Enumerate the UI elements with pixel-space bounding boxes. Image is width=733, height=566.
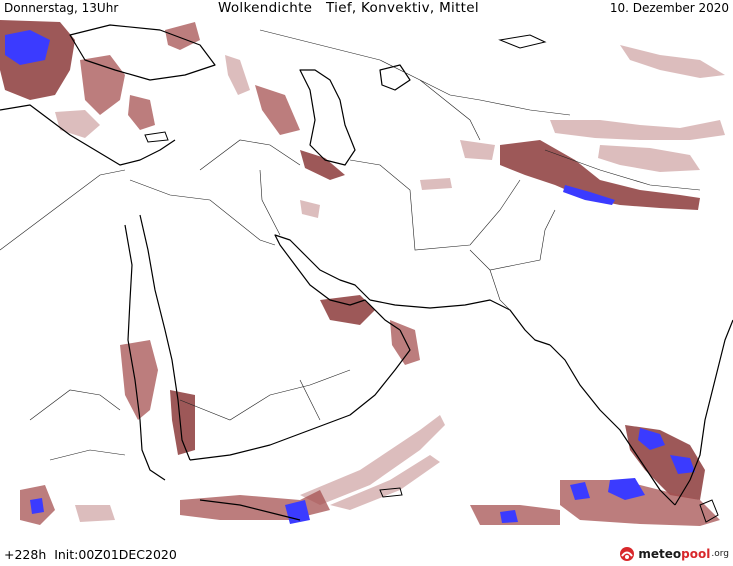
country-borders xyxy=(0,29,701,461)
logo-text-prefix: meteo xyxy=(638,547,682,561)
meteopool-logo[interactable]: meteopool .org xyxy=(619,544,729,564)
map-title: Wolkendichte Tief, Konvektiv, Mittel xyxy=(218,0,479,16)
forecast-date-label: 10. Dezember 2020 xyxy=(609,1,729,15)
logo-tld: .org xyxy=(711,549,729,559)
weather-map xyxy=(0,18,733,526)
cloud-density-layer xyxy=(0,20,725,526)
logo-text-highlight: pool xyxy=(681,547,711,561)
weather-map-canvas xyxy=(0,20,733,526)
meteopool-logo-icon xyxy=(620,547,635,561)
forecast-day-label: Donnerstag, 13Uhr xyxy=(4,1,119,15)
forecast-run-info: +228h Init:00Z01DEC2020 xyxy=(4,547,177,562)
coastlines xyxy=(0,24,733,523)
logo-text: meteopool xyxy=(638,547,710,561)
convective-layer xyxy=(5,30,695,524)
